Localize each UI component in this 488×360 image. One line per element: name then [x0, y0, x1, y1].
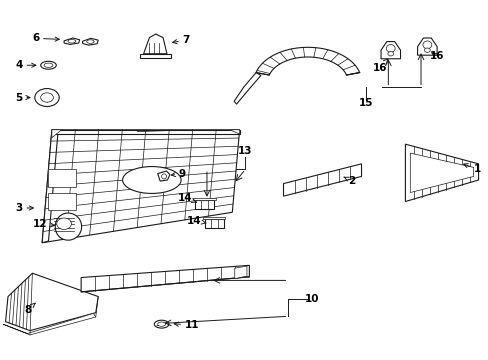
Ellipse shape — [158, 322, 165, 326]
Polygon shape — [55, 213, 81, 240]
Text: 8: 8 — [24, 303, 35, 315]
Polygon shape — [234, 73, 261, 104]
Text: 9: 9 — [171, 168, 185, 179]
Polygon shape — [48, 193, 76, 211]
Polygon shape — [3, 314, 96, 335]
Text: 15: 15 — [358, 98, 373, 108]
Ellipse shape — [57, 218, 71, 229]
Text: 13: 13 — [238, 145, 252, 156]
Ellipse shape — [68, 40, 76, 43]
Ellipse shape — [86, 40, 94, 43]
Text: 14: 14 — [177, 193, 196, 203]
Polygon shape — [64, 38, 80, 44]
Circle shape — [387, 51, 393, 56]
Polygon shape — [5, 273, 98, 330]
Polygon shape — [380, 41, 400, 59]
Polygon shape — [42, 130, 58, 243]
Text: 10: 10 — [304, 294, 318, 304]
Text: 2: 2 — [344, 176, 355, 186]
Ellipse shape — [422, 41, 431, 49]
Polygon shape — [48, 169, 76, 187]
Text: 6: 6 — [32, 33, 59, 43]
Polygon shape — [158, 171, 169, 181]
Polygon shape — [203, 217, 225, 219]
Text: 14: 14 — [186, 216, 205, 225]
Text: 1: 1 — [463, 163, 480, 174]
Text: 7: 7 — [172, 35, 189, 45]
Text: 4: 4 — [16, 60, 36, 70]
Polygon shape — [42, 130, 239, 243]
Ellipse shape — [122, 167, 181, 193]
Text: 11: 11 — [174, 320, 199, 330]
Ellipse shape — [41, 61, 56, 69]
Polygon shape — [409, 153, 473, 193]
Polygon shape — [229, 130, 239, 134]
Text: 16: 16 — [429, 51, 444, 61]
Polygon shape — [234, 266, 246, 279]
Polygon shape — [140, 54, 171, 58]
Text: 12: 12 — [32, 219, 54, 229]
Polygon shape — [283, 164, 361, 196]
Polygon shape — [82, 39, 98, 45]
Circle shape — [35, 89, 59, 107]
Circle shape — [424, 48, 429, 52]
Ellipse shape — [386, 45, 394, 52]
Polygon shape — [194, 200, 214, 209]
Polygon shape — [405, 144, 478, 202]
Polygon shape — [81, 265, 249, 292]
Polygon shape — [256, 47, 359, 75]
Text: 5: 5 — [16, 93, 30, 103]
Text: 3: 3 — [16, 203, 33, 213]
Ellipse shape — [44, 63, 53, 67]
Ellipse shape — [161, 174, 166, 179]
Polygon shape — [417, 38, 436, 55]
Polygon shape — [193, 198, 215, 200]
Polygon shape — [204, 219, 224, 228]
Ellipse shape — [154, 320, 168, 328]
Circle shape — [41, 93, 53, 102]
Text: 16: 16 — [372, 59, 387, 73]
Polygon shape — [52, 130, 239, 134]
Polygon shape — [52, 130, 61, 138]
Polygon shape — [143, 34, 166, 54]
